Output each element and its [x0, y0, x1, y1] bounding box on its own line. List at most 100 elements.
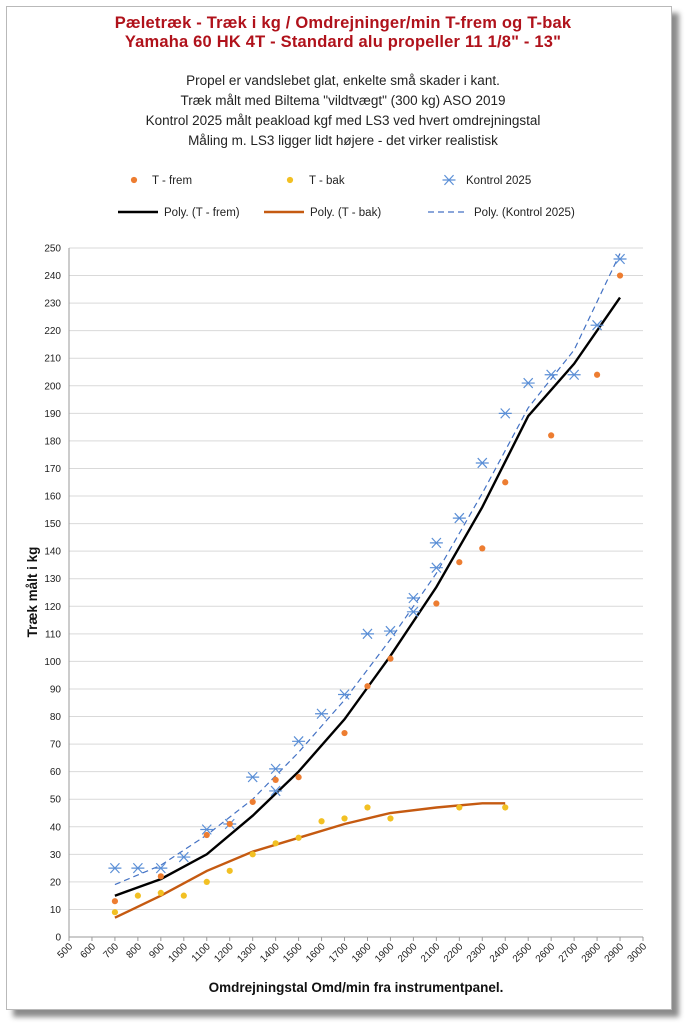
x-tick-label: 2100 [419, 941, 443, 965]
note-line-4: Måling m. LS3 ligger lidt højere - det v… [188, 133, 498, 148]
y-tick-label: 240 [44, 271, 61, 282]
x-tick-label: 1000 [166, 941, 190, 965]
marker-kontrol [452, 512, 466, 524]
x-tick-label: 1300 [235, 941, 259, 965]
legend-label-bak: T - bak [309, 175, 345, 187]
marker-frem [548, 432, 555, 439]
chart-title-line1: Pæletræk - Træk i kg / Omdrejninger/min … [114, 14, 572, 32]
y-tick-label: 100 [44, 657, 61, 668]
marker-frem [157, 873, 164, 880]
trendline-kontrol [114, 253, 621, 886]
marker-bak [134, 892, 141, 899]
y-axis-title: Træk målt i kg [25, 547, 40, 638]
x-tick-label: 2000 [396, 941, 420, 965]
x-tick-label: 2900 [603, 941, 627, 965]
y-tick-label: 190 [44, 409, 61, 420]
marker-frem [249, 798, 256, 806]
marker-kontrol [108, 862, 122, 874]
marker-kontrol [131, 862, 145, 874]
marker-kontrol [498, 408, 512, 419]
chart-title-line2: Yamaha 60 HK 4T - Standard alu propeller… [124, 33, 562, 51]
legend-label-frem: T - frem [152, 175, 192, 187]
marker-kontrol [429, 562, 443, 573]
marker-kontrol [590, 319, 604, 331]
y-tick-label: 0 [55, 933, 61, 944]
marker-bak [203, 878, 210, 885]
chart-frame [6, 6, 672, 1010]
y-tick-label: 210 [44, 354, 61, 365]
note-line-2: Træk målt med Biltema "vildtvægt" (300 k… [180, 93, 506, 108]
marker-bak [295, 834, 302, 841]
marker-kontrol [246, 771, 260, 783]
marker-kontrol [544, 369, 558, 381]
y-tick-label: 250 [44, 244, 61, 255]
marker-kontrol [292, 736, 306, 747]
note-line-1: Propel er vandslebet glat, enkelte små s… [186, 73, 500, 88]
y-tick-label: 90 [50, 684, 62, 695]
marker-bak [226, 867, 233, 874]
y-tick-label: 80 [50, 712, 62, 723]
y-tick-label: 60 [50, 767, 62, 778]
legend-marker-frem [130, 176, 138, 184]
x-tick-label: 900 [147, 941, 167, 961]
x-tick-label: 2700 [557, 941, 581, 965]
marker-bak [456, 804, 463, 811]
legend-marker-kontrol [442, 174, 456, 186]
x-tick-label: 1100 [190, 941, 213, 964]
marker-frem [364, 683, 371, 690]
x-tick-label: 1900 [373, 941, 397, 965]
x-tick-label: 700 [101, 941, 121, 961]
marker-bak [111, 909, 119, 916]
x-tick-label: 2500 [511, 941, 535, 965]
marker-bak [272, 840, 279, 847]
marker-kontrol [475, 457, 489, 469]
marker-bak [387, 815, 394, 822]
x-tick-label: 2400 [488, 941, 512, 965]
marker-kontrol [269, 763, 283, 775]
marker-kontrol [406, 606, 420, 618]
legend-label-poly-kontrol: Poly. (Kontrol 2025) [474, 207, 575, 219]
x-tick-label: 600 [79, 941, 99, 961]
marker-kontrol [429, 537, 443, 549]
marker-kontrol [383, 625, 397, 637]
marker-bak [180, 892, 187, 899]
marker-frem [456, 559, 463, 566]
marker-bak [341, 815, 348, 822]
marker-frem [433, 600, 440, 607]
legend-label-poly-bak: Poly. (T - bak) [310, 207, 381, 219]
marker-frem [593, 371, 601, 378]
marker-frem [203, 831, 210, 839]
marker-kontrol [360, 628, 374, 640]
legend-label-kontrol: Kontrol 2025 [466, 175, 531, 187]
x-tick-label: 2300 [465, 941, 489, 965]
marker-kontrol [269, 785, 283, 797]
marker-kontrol [315, 708, 329, 720]
marker-kontrol [406, 592, 420, 604]
marker-bak [157, 889, 164, 897]
y-tick-label: 30 [50, 850, 62, 861]
x-tick-label: 2600 [534, 941, 558, 965]
marker-kontrol [567, 369, 581, 381]
marker-frem [295, 774, 302, 781]
marker-bak [318, 818, 325, 825]
x-tick-label: 1500 [281, 941, 305, 965]
marker-frem [226, 820, 233, 828]
marker-bak [249, 851, 256, 858]
marker-frem [479, 545, 486, 552]
y-tick-label: 220 [44, 326, 61, 337]
x-tick-label: 2200 [442, 941, 466, 965]
x-tick-label: 1600 [304, 941, 328, 965]
y-tick-label: 70 [50, 740, 62, 751]
y-tick-label: 160 [44, 492, 61, 503]
marker-frem [111, 898, 119, 905]
y-tick-label: 230 [44, 299, 61, 310]
y-tick-label: 170 [44, 464, 61, 475]
x-tick-label: 1700 [327, 941, 351, 965]
x-axis-title: Omdrejningstal Omd/min fra instrumentpan… [209, 980, 504, 995]
y-tick-label: 50 [50, 795, 62, 806]
marker-kontrol [338, 689, 352, 700]
y-tick-label: 140 [44, 547, 61, 558]
x-tick-label: 1800 [350, 941, 374, 965]
marker-kontrol [200, 824, 214, 835]
